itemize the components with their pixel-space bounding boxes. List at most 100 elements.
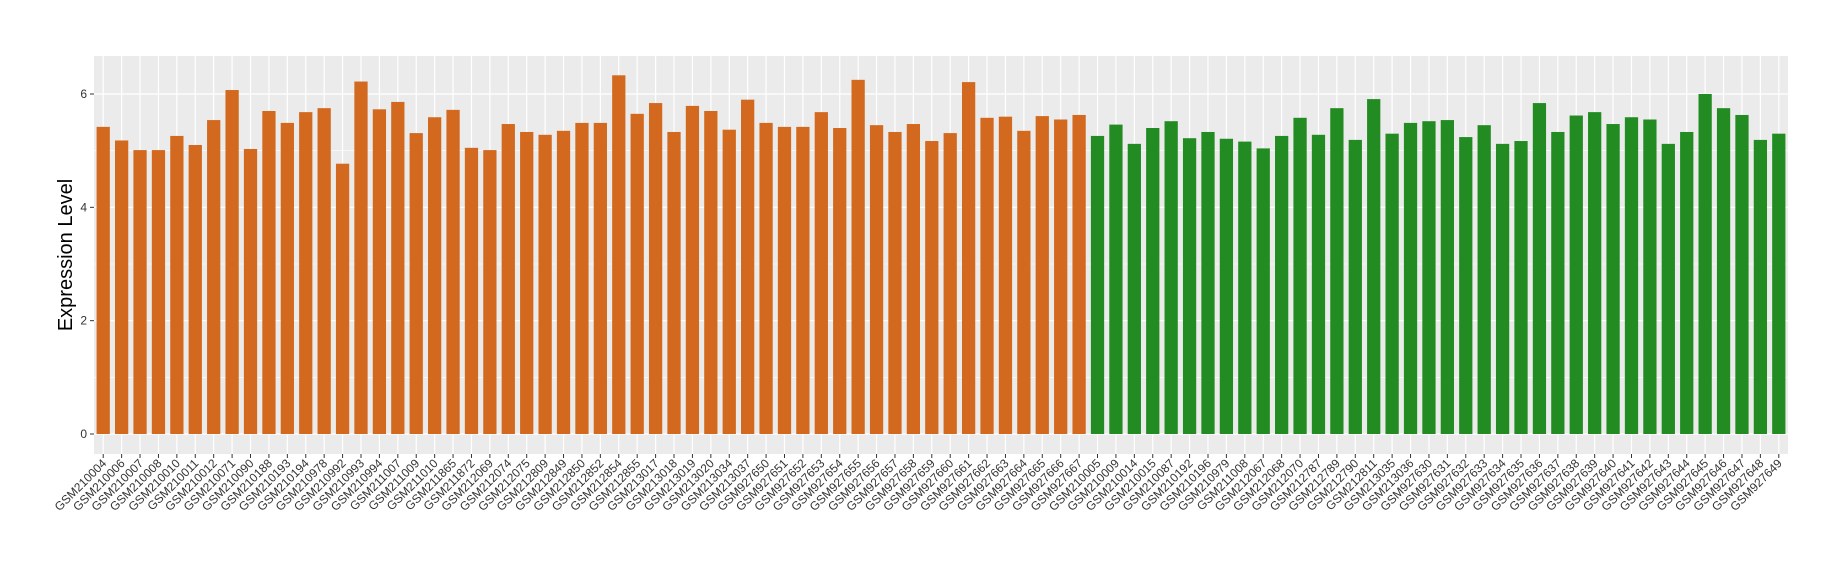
y-tick-label: 2: [80, 314, 87, 328]
bar-GSM210007: [133, 150, 147, 434]
bar-GSM210087: [1164, 121, 1178, 434]
bar-GSM211865: [446, 109, 460, 435]
bar-GSM927630: [1422, 121, 1436, 434]
y-axis: 0 2 4 6: [80, 87, 94, 441]
bar-GSM210090: [243, 148, 258, 434]
bar-GSM927642: [1643, 119, 1657, 434]
bar-GSM927635: [1514, 141, 1528, 434]
bar-GSM927634: [1495, 143, 1510, 434]
bar-GSM210005: [1090, 135, 1105, 434]
bar-GSM210014: [1127, 143, 1141, 434]
bar-GSM210193: [280, 122, 294, 435]
bar-GSM213018: [667, 131, 681, 434]
bar-GSM210993: [354, 81, 368, 434]
bar-GSM927652: [796, 126, 810, 435]
bar-GSM927637: [1551, 131, 1565, 434]
bar-GSM213017: [648, 103, 663, 434]
bar-GSM212852: [593, 122, 607, 435]
bar-GSM212068: [1275, 135, 1289, 434]
bar-GSM213036: [1403, 122, 1418, 435]
bar-GSM212790: [1348, 139, 1362, 434]
bar-GSM210008: [151, 150, 166, 434]
bar-GSM210006: [114, 140, 129, 434]
bar-GSM211009: [409, 133, 423, 434]
bar-GSM927639: [1588, 112, 1602, 434]
bar-GSM211872: [464, 147, 479, 434]
bar-GSM212811: [1367, 99, 1381, 434]
bar-GSM927644: [1680, 131, 1694, 434]
bar-GSM927631: [1440, 120, 1454, 434]
bar-GSM927651: [777, 126, 792, 435]
bar-GSM212787: [1311, 134, 1326, 435]
bar-GSM212855: [630, 113, 644, 434]
bar-GSM210010: [170, 135, 184, 434]
bar-GSM211007: [391, 101, 405, 435]
bar-GSM927636: [1532, 103, 1547, 434]
bar-GSM927660: [943, 133, 957, 434]
bar-GSM927667: [1072, 114, 1086, 434]
y-axis-title: Expression Level: [55, 179, 77, 331]
bar-GSM210071: [225, 90, 239, 434]
bar-GSM210992: [335, 163, 350, 434]
bar-GSM927658: [906, 124, 921, 434]
bar-GSM212854: [612, 75, 626, 435]
bar-GSM210994: [372, 109, 387, 435]
bar-GSM211008: [1238, 141, 1252, 434]
bar-GSM927666: [1054, 119, 1068, 434]
bar-GSM210979: [1219, 138, 1234, 434]
bar-GSM927633: [1477, 125, 1491, 435]
bar-GSM212070: [1293, 117, 1307, 435]
bar-GSM927662: [980, 117, 994, 435]
bar-GSM927661: [961, 82, 976, 434]
bar-GSM213020: [704, 111, 718, 434]
bar-GSM210012: [207, 120, 221, 434]
bar-GSM927649: [1772, 133, 1786, 435]
bar-GSM212075: [520, 131, 534, 434]
bar-GSM927641: [1624, 117, 1639, 434]
bar-GSM210196: [1201, 131, 1215, 434]
bar-GSM927657: [888, 131, 902, 434]
y-tick-label: 4: [80, 200, 87, 214]
bar-GSM210009: [1109, 124, 1123, 434]
bars: [96, 75, 1786, 435]
bar-GSM210188: [262, 111, 276, 434]
bar-GSM210194: [299, 112, 313, 434]
bar-GSM210011: [188, 145, 202, 434]
bar-GSM213019: [685, 105, 700, 435]
bar-GSM213035: [1385, 133, 1399, 435]
bar-GSM927638: [1569, 115, 1583, 434]
bar-GSM212850: [575, 122, 589, 435]
bar-GSM213034: [722, 129, 736, 434]
y-tick-label: 0: [80, 427, 87, 441]
bar-GSM927656: [869, 125, 884, 435]
bar-GSM210004: [96, 126, 110, 435]
bar-GSM212069: [483, 150, 497, 434]
bar-GSM210978: [317, 108, 331, 435]
bar-GSM927640: [1606, 124, 1620, 434]
bar-GSM927647: [1735, 114, 1749, 434]
bar-GSM213037: [741, 99, 755, 435]
bar-GSM927632: [1459, 137, 1473, 434]
x-axis: GSM210004GSM210006GSM210007GSM210008GSM2…: [52, 454, 1785, 514]
bar-GSM927659: [925, 141, 939, 434]
bar-GSM927663: [998, 116, 1013, 435]
bar-GSM212067: [1256, 148, 1270, 434]
bar-GSM211010: [428, 117, 442, 434]
bar-GSM212849: [556, 130, 571, 434]
bar-GSM212789: [1330, 108, 1344, 435]
bar-GSM927645: [1698, 94, 1712, 434]
bar-GSM927664: [1017, 130, 1031, 434]
y-tick-label: 6: [80, 87, 87, 101]
bar-GSM927665: [1035, 116, 1049, 434]
bar-GSM927655: [851, 79, 865, 434]
bar-GSM927643: [1661, 143, 1675, 434]
bar-GSM212809: [538, 134, 552, 435]
bar-GSM210192: [1182, 138, 1197, 434]
bar-GSM212074: [501, 124, 515, 434]
bar-GSM927654: [833, 128, 847, 434]
bar-GSM210015: [1146, 128, 1160, 434]
bar-GSM927653: [814, 112, 828, 434]
bar-GSM927648: [1753, 139, 1768, 434]
bar-GSM927650: [759, 122, 773, 435]
